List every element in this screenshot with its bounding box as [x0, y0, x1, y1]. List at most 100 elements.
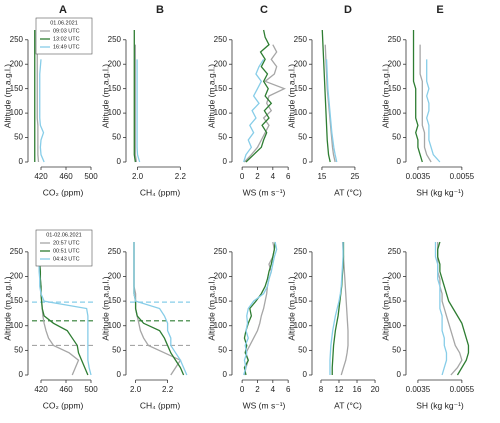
- y-tick-label: 50: [392, 345, 401, 354]
- y-tick-label: 0: [303, 157, 308, 166]
- profile-line: [324, 44, 336, 163]
- y-axis-title: Altitude (m a.g.l.): [286, 64, 296, 128]
- y-tick-label: 100: [294, 108, 308, 117]
- y-tick-label: 200: [388, 272, 402, 281]
- y-axis-title: Altitude (m a.g.l.): [2, 64, 12, 128]
- profile-line: [245, 29, 273, 163]
- y-tick-label: 0: [117, 157, 122, 166]
- x-axis-title: SH (kg kg⁻¹): [416, 400, 464, 410]
- x-tick-label: 12: [335, 385, 344, 394]
- x-tick-label: 460: [59, 385, 73, 394]
- x-tick-label: 500: [84, 172, 98, 181]
- profile-line: [331, 242, 345, 375]
- profile-line: [434, 242, 448, 376]
- panel-letter: D: [344, 4, 352, 16]
- y-tick-label: 100: [388, 321, 402, 330]
- y-tick-label: 100: [214, 321, 228, 330]
- profile-line: [243, 44, 286, 163]
- x-tick-label: 25: [350, 172, 359, 181]
- panel-letter: B: [156, 4, 164, 16]
- x-tick-label: 2.0: [132, 172, 144, 181]
- x-tick-label: 2.2: [162, 385, 174, 394]
- x-tick-label: 4: [271, 172, 276, 181]
- profile-line: [134, 44, 138, 163]
- y-tick-label: 0: [223, 157, 228, 166]
- x-tick-label: 420: [34, 172, 48, 181]
- y-tick-label: 50: [298, 133, 307, 142]
- y-tick-label: 150: [388, 296, 402, 305]
- y-axis-title: Altitude (m a.g.l.): [2, 276, 12, 340]
- y-tick-label: 200: [10, 59, 24, 68]
- profile-line: [437, 241, 470, 376]
- y-tick-label: 200: [10, 272, 24, 281]
- y-tick-label: 150: [294, 84, 308, 93]
- y-tick-label: 0: [397, 157, 402, 166]
- legend-label: 13:02 UTC: [53, 36, 80, 42]
- profile-line: [39, 59, 45, 163]
- x-axis-title: CO₂ (ppm): [43, 187, 84, 197]
- y-tick-label: 50: [112, 345, 121, 354]
- profile-line: [243, 241, 276, 376]
- profile-line: [243, 58, 265, 163]
- y-tick-label: 0: [397, 370, 402, 379]
- y-tick-label: 50: [112, 133, 121, 142]
- y-tick-label: 100: [10, 321, 24, 330]
- x-tick-label: 0.0035: [406, 385, 431, 394]
- legend-label: 16:49 UTC: [53, 44, 80, 50]
- y-tick-label: 50: [392, 133, 401, 142]
- x-tick-label: 0: [240, 385, 245, 394]
- x-tick-label: 16: [353, 385, 362, 394]
- legend-title: 01-02.06.2021: [46, 232, 81, 238]
- y-tick-label: 100: [108, 108, 122, 117]
- legend-box: [35, 17, 93, 55]
- x-axis-title: AT (°C): [334, 400, 362, 410]
- y-tick-label: 150: [214, 296, 228, 305]
- y-tick-label: 200: [108, 59, 122, 68]
- y-tick-label: 250: [108, 35, 122, 44]
- profile-line: [133, 30, 137, 163]
- y-tick-label: 100: [108, 321, 122, 330]
- y-tick-label: 100: [214, 108, 228, 117]
- x-axis-title: AT (°C): [334, 187, 362, 197]
- x-axis-title: WS (m s⁻¹): [243, 187, 286, 197]
- y-tick-label: 100: [294, 321, 308, 330]
- y-axis-title: Altitude (m a.g.l.): [100, 64, 110, 128]
- x-tick-label: 420: [34, 385, 48, 394]
- profile-line: [36, 44, 40, 163]
- x-tick-label: 2.2: [175, 172, 187, 181]
- x-axis-title: WS (m s⁻¹): [243, 400, 286, 410]
- x-axis-title: CO₂ (ppm): [43, 400, 84, 410]
- x-axis-title: CH₄ (ppm): [140, 187, 180, 197]
- x-tick-label: 2: [255, 172, 260, 181]
- profile-line: [133, 242, 188, 376]
- y-tick-label: 0: [19, 370, 24, 379]
- panel-letter: C: [260, 4, 268, 16]
- y-tick-label: 200: [214, 272, 228, 281]
- y-tick-label: 0: [19, 157, 24, 166]
- x-tick-label: 6: [286, 385, 291, 394]
- y-tick-label: 50: [218, 345, 227, 354]
- y-tick-label: 50: [14, 345, 23, 354]
- y-tick-label: 50: [298, 345, 307, 354]
- y-tick-label: 150: [388, 84, 402, 93]
- x-tick-label: 2.0: [130, 385, 142, 394]
- x-tick-label: 2: [255, 385, 260, 394]
- y-tick-label: 250: [294, 247, 308, 256]
- y-axis-title: Altitude (m a.g.l.): [206, 64, 216, 128]
- x-tick-label: 500: [84, 385, 98, 394]
- legend-label: 04:43 UTC: [53, 256, 80, 262]
- y-tick-label: 150: [10, 296, 24, 305]
- y-tick-label: 250: [108, 247, 122, 256]
- y-tick-label: 250: [294, 35, 308, 44]
- legend-title: 01.06.2021: [50, 20, 78, 26]
- x-tick-label: 20: [371, 385, 380, 394]
- x-axis-title: CH₄ (ppm): [140, 400, 180, 410]
- legend-label: 09:03 UTC: [53, 28, 80, 34]
- profile-line: [426, 59, 441, 163]
- y-axis-title: Altitude (m a.g.l.): [380, 276, 390, 340]
- y-tick-label: 100: [388, 108, 402, 117]
- profile-line: [243, 241, 276, 376]
- profile-line: [437, 242, 463, 376]
- profile-line: [133, 242, 182, 376]
- legend-box: [35, 229, 93, 267]
